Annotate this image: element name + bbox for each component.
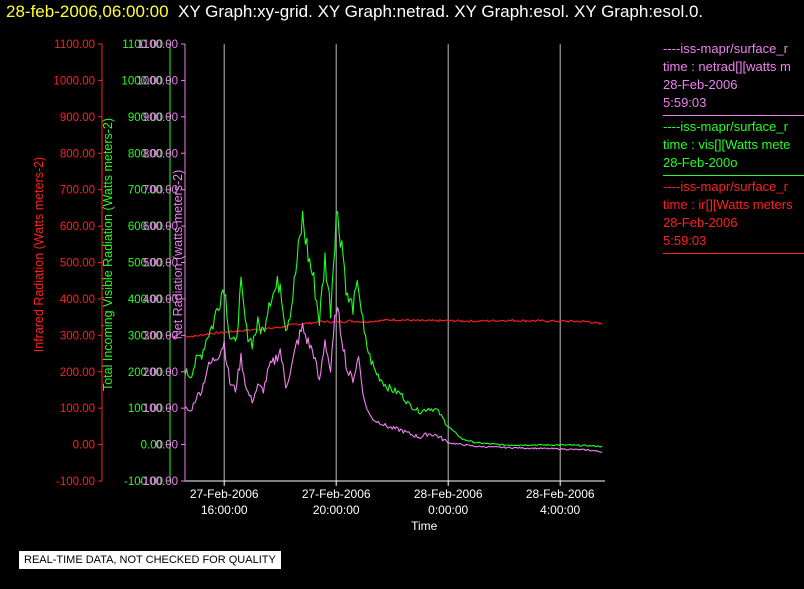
net-y-tick-label: -100.00 [139, 476, 178, 488]
timestamp-label: 28-feb-2006,06:00:00 [6, 2, 169, 21]
legend-line: 28-Feb-2006 [663, 77, 738, 92]
graph-list-label: XY Graph:xy-grid. XY Graph:netrad. XY Gr… [178, 2, 704, 21]
net-y-tick-label: 200.00 [143, 367, 178, 379]
x-tick-label: 28-Feb-2006 [526, 487, 595, 501]
title-bar: 28-feb-2006,06:00:00 XY Graph:xy-grid. X… [6, 2, 703, 24]
ir-y-tick-label: 700.00 [60, 185, 95, 197]
net-y-tick-label: 0.00 [156, 440, 178, 452]
legend-line: time : netrad[][watts m [663, 59, 791, 74]
legend-line: time : vis[][Watts mete [663, 137, 791, 152]
ir-y-tick-label: 100.00 [60, 403, 95, 415]
net-y-tick-label: 800.00 [143, 148, 178, 160]
ir-y-tick-label: 1100.00 [54, 39, 95, 51]
legend-line: 5:59:03 [663, 233, 707, 248]
legend-line: ----iss-mapr/surface_r [663, 179, 788, 194]
vis-y-tick-label: 500.00 [128, 258, 163, 270]
net-y-tick-label: 500.00 [143, 258, 178, 270]
vis-y-tick-label: 300.00 [128, 330, 163, 342]
x-tick-label: 16:00:00 [201, 503, 248, 517]
ir-y-tick-label: 1000.00 [53, 75, 95, 87]
ir-y-tick-label: 300.00 [60, 330, 95, 342]
ir-y-tick-label: 800.00 [60, 148, 95, 160]
legend-line: 28-Feb-200o [663, 155, 738, 170]
net-series-line [184, 306, 603, 453]
vis-y-tick-label: 1000.00 [121, 75, 163, 87]
vis-y-tick-label: 700.00 [128, 185, 163, 197]
net-y-tick-label: 600.00 [143, 221, 178, 233]
x-tick-label: 27-Feb-2006 [190, 487, 259, 501]
net-y-tick-label: 1000.00 [136, 75, 178, 87]
ir-y-tick-label: 900.00 [60, 112, 95, 124]
net-y-axis-title: Net Radiation (watts meters-2) [171, 170, 185, 340]
net-y-tick-label: 1100.00 [137, 39, 178, 51]
vis-y-tick-label: 1100.00 [122, 39, 163, 51]
net-y-tick-label: 700.00 [143, 185, 178, 197]
vis-y-tick-label: 800.00 [128, 148, 163, 160]
vis-y-axis-title: Total Incoming Visible Radiation (Watts … [101, 118, 115, 391]
vis-series-line [184, 210, 603, 448]
net-y-tick-label: 400.00 [143, 294, 178, 306]
vis-y-tick-label: 900.00 [128, 112, 163, 124]
legend-line: ----iss-mapr/surface_r [663, 41, 788, 56]
x-tick-label: 27-Feb-2006 [302, 487, 371, 501]
vis-y-tick-label: -100.00 [124, 476, 163, 488]
legend-line: time : ir[][Watts meters [663, 197, 793, 212]
vis-y-tick-label: 400.00 [128, 294, 163, 306]
vis-y-tick-label: 0.00 [141, 440, 163, 452]
ir-series-line [184, 318, 603, 338]
x-axis-title: Time [411, 519, 438, 533]
ir-y-tick-label: 600.00 [60, 221, 95, 233]
ir-y-tick-label: 0.00 [73, 440, 95, 452]
vis-y-tick-label: 600.00 [128, 221, 163, 233]
x-tick-label: 20:00:00 [313, 503, 360, 517]
ir-y-tick-label: 200.00 [60, 367, 95, 379]
net-y-tick-label: 100.00 [143, 403, 178, 415]
legend-line: ----iss-mapr/surface_r [663, 119, 788, 134]
quality-warning-label: REAL-TIME DATA, NOT CHECKED FOR QUALITY [19, 551, 281, 569]
ir-y-tick-label: 500.00 [60, 258, 95, 270]
x-tick-label: 28-Feb-2006 [414, 487, 483, 501]
ir-y-tick-label: -100.00 [56, 476, 95, 488]
net-y-tick-label: 900.00 [143, 112, 178, 124]
x-tick-label: 0:00:00 [428, 503, 468, 517]
vis-y-tick-label: 100.00 [128, 403, 163, 415]
legend-line: 5:59:03 [663, 95, 707, 110]
net-y-tick-label: 300.00 [143, 330, 178, 342]
x-tick-label: 4:00:00 [540, 503, 580, 517]
vis-y-tick-label: 200.00 [128, 367, 163, 379]
ir-y-axis-title: Infrared Radiation (Watts meters-2) [32, 157, 46, 352]
legend-line: 28-Feb-2006 [663, 215, 738, 230]
ir-y-tick-label: 400.00 [60, 294, 95, 306]
